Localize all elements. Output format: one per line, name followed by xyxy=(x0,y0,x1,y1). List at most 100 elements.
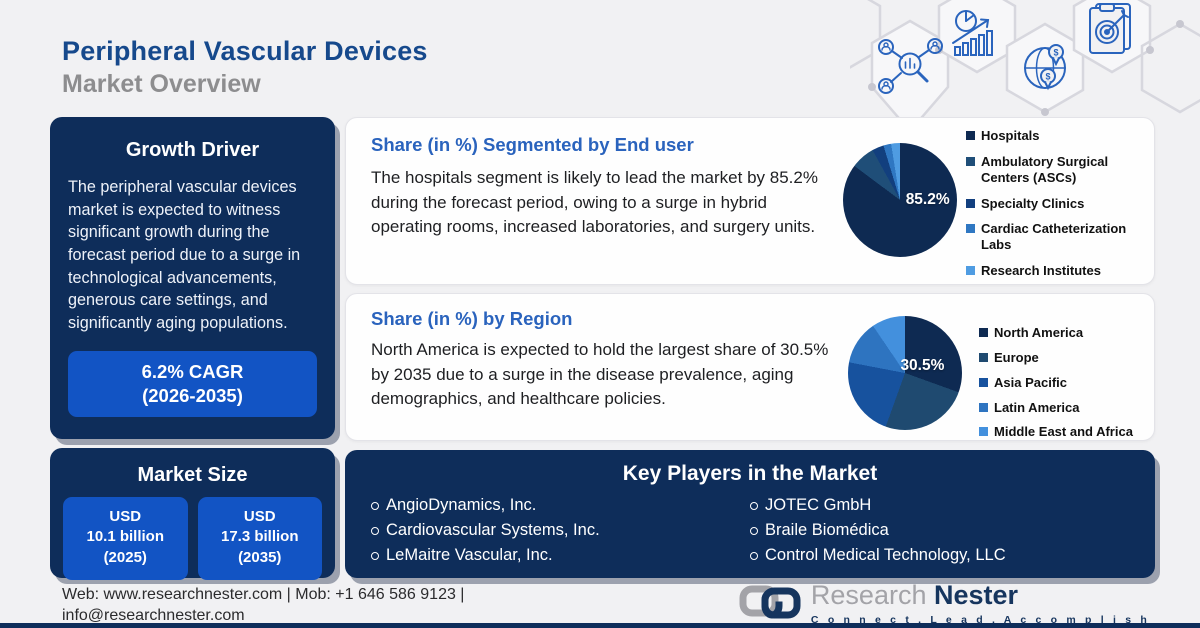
key-players-column-1: AngioDynamics, Inc. Cardiovascular System… xyxy=(371,496,750,571)
legend-item: Europe xyxy=(979,350,1161,366)
region-card-body: North America is expected to hold the la… xyxy=(371,340,829,409)
key-player-name: Braile Biomédica xyxy=(765,521,889,539)
page-title-line1: Peripheral Vascular Devices xyxy=(62,36,428,66)
cagr-value: 6.2% CAGR xyxy=(141,360,244,382)
end-user-legend: Hospitals Ambulatory Surgical Centers (AS… xyxy=(966,128,1136,279)
legend-item: Ambulatory Surgical Centers (ASCs) xyxy=(966,154,1136,186)
legend-marker xyxy=(966,266,975,276)
legend-item: Latin America xyxy=(979,400,1161,416)
key-player-item: AngioDynamics, Inc. xyxy=(371,496,750,515)
chain-link-icon xyxy=(739,585,801,619)
end-user-card-body: The hospitals segment is likely to lead … xyxy=(371,168,818,237)
market-size-currency: USD xyxy=(243,508,276,525)
key-player-item: JOTEC GmbH xyxy=(750,496,1129,515)
growth-driver-panel: Growth Driver The peripheral vascular de… xyxy=(50,117,335,439)
cagr-period: (2026-2035) xyxy=(142,384,243,406)
market-size-panel: Market Size USD 10.1 billion (2025) USD … xyxy=(50,448,335,580)
market-size-2035-badge: USD 17.3 billion (2035) xyxy=(197,497,322,580)
legend-item: Research Institutes xyxy=(966,263,1136,279)
market-size-title: Market Size xyxy=(137,464,248,486)
key-players-title: Key Players in the Market xyxy=(622,462,878,485)
circle-bullet-icon xyxy=(750,501,758,510)
target-clipboard-icon xyxy=(1089,3,1131,54)
key-player-name: AngioDynamics, Inc. xyxy=(386,496,537,514)
legend-label: North America xyxy=(994,325,1084,340)
hexagon-pattern: $ $ xyxy=(850,0,1200,118)
legend-marker xyxy=(979,427,988,437)
key-player-item: Braile Biomédica xyxy=(750,521,1129,540)
legend-item: Middle East and Africa xyxy=(979,424,1161,440)
circle-bullet-icon xyxy=(371,551,379,560)
legend-item: Asia Pacific xyxy=(979,375,1161,391)
circle-bullet-icon xyxy=(750,551,758,560)
key-player-name: Cardiovascular Systems, Inc. xyxy=(386,521,600,539)
growth-driver-body: The peripheral vascular devices market i… xyxy=(68,178,301,333)
legend-label: Asia Pacific xyxy=(994,374,1067,390)
key-players-column-2: JOTEC GmbH Braile Biomédica Control Medica… xyxy=(750,496,1129,571)
legend-label: Ambulatory Surgical Centers (ASCs) xyxy=(981,153,1109,185)
legend-label: Research Institutes xyxy=(981,263,1101,279)
circle-bullet-icon xyxy=(371,501,379,510)
legend-marker xyxy=(979,377,988,387)
hexagon-vertex-dots xyxy=(868,20,1184,116)
key-player-name: LeMaitre Vascular, Inc. xyxy=(386,546,553,564)
dollar-glyph: $ xyxy=(1045,72,1050,82)
growth-chart-icon xyxy=(952,10,993,56)
key-player-name: JOTEC GmbH xyxy=(765,496,872,514)
region-share-card: Share (in %) by Region North America is … xyxy=(345,293,1155,441)
legend-item: Specialty Clinics xyxy=(966,196,1136,212)
legend-label: Middle East and Africa xyxy=(994,424,1133,440)
market-size-value: 17.3 billion xyxy=(220,528,299,546)
logo-text: Research Nester C o n n e c t . L e a d … xyxy=(810,580,1150,627)
end-user-card-title: Share (in %) Segmented by End user xyxy=(371,134,694,155)
market-size-year: (2025) xyxy=(103,548,147,566)
circle-bullet-icon xyxy=(371,526,379,535)
key-player-item: Control Medical Technology, LLC xyxy=(750,546,1129,565)
market-research-icon xyxy=(878,38,943,94)
end-user-pie-chart: 85.2% xyxy=(843,143,957,257)
region-legend: North America Europe Asia Pacific Latin Ame… xyxy=(979,325,1161,440)
footer-contact-line2: info@researchnester.com xyxy=(62,607,245,625)
page-title-line2: Market Overview xyxy=(62,70,261,98)
region-pie-chart: 30.5% xyxy=(848,316,962,430)
logo-word-research: Research xyxy=(810,580,927,610)
global-market-icon xyxy=(1024,44,1066,91)
legend-label: Hospitals xyxy=(981,128,1040,143)
legend-label: Europe xyxy=(994,349,1039,365)
legend-label: Latin America xyxy=(994,399,1080,415)
legend-marker xyxy=(979,352,988,362)
legend-marker xyxy=(966,156,975,166)
bottom-accent-strip xyxy=(0,623,1200,628)
legend-item: Cardiac Catheterization Labs xyxy=(966,221,1136,253)
circle-bullet-icon xyxy=(750,526,758,535)
key-player-name: Control Medical Technology, LLC xyxy=(765,546,1006,564)
legend-label: Specialty Clinics xyxy=(981,195,1085,211)
legend-marker xyxy=(979,328,988,337)
key-player-item: LeMaitre Vascular, Inc. xyxy=(371,546,750,565)
legend-marker xyxy=(966,224,975,234)
region-card-title: Share (in %) by Region xyxy=(371,308,573,329)
key-players-panel: Key Players in the Market AngioDynamics,… xyxy=(345,450,1155,578)
market-size-value: 10.1 billion xyxy=(86,528,165,546)
growth-driver-title: Growth Driver xyxy=(125,139,260,161)
dollar-glyph: $ xyxy=(1053,48,1058,58)
legend-marker xyxy=(979,402,988,412)
footer-contact: Web: www.researchnester.com | Mob: +1 64… xyxy=(62,584,464,626)
market-size-currency: USD xyxy=(109,508,142,525)
cagr-badge: 6.2% CAGR (2026-2035) xyxy=(68,350,317,417)
market-size-2025-badge: USD 10.1 billion (2025) xyxy=(63,497,188,580)
market-size-year: (2035) xyxy=(238,548,282,566)
pie-value-label: 85.2% xyxy=(905,190,950,208)
legend-label: Cardiac Catheterization Labs xyxy=(981,221,1127,253)
legend-marker xyxy=(966,198,975,208)
legend-item: North America xyxy=(979,325,1161,341)
logo-word-nester: Nester xyxy=(934,580,1019,610)
key-player-item: Cardiovascular Systems, Inc. xyxy=(371,521,750,540)
pie-value-label: 30.5% xyxy=(900,357,945,375)
legend-marker xyxy=(966,131,975,140)
legend-item: Hospitals xyxy=(966,128,1136,144)
footer-contact-line1: Web: www.researchnester.com | Mob: +1 64… xyxy=(62,586,465,603)
research-nester-logo: Research Nester C o n n e c t . L e a d … xyxy=(739,582,1150,626)
page-title: Peripheral Vascular Devices Market Overv… xyxy=(62,36,428,99)
